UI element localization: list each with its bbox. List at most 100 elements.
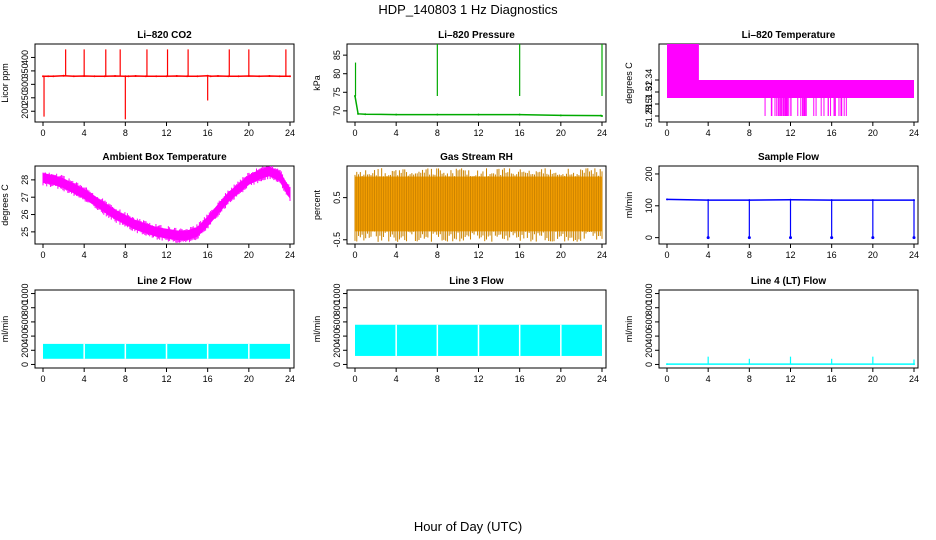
- panel-title: Sample Flow: [758, 152, 819, 163]
- x-tick-label: 12: [161, 128, 171, 138]
- data-point: [666, 363, 668, 366]
- y-tick-label: 400: [644, 329, 654, 344]
- data-point: [436, 113, 439, 116]
- x-tick-label: 12: [785, 250, 795, 260]
- y-tick-label: 100: [644, 198, 654, 213]
- plot-frame: [34, 165, 295, 245]
- x-tick-label: 0: [664, 128, 669, 138]
- panel-3: Li–820 Temperature degrees C 0 4 8 12 16 20 24 51…: [624, 30, 919, 138]
- plot-frame: [34, 43, 295, 123]
- data-point: [268, 75, 271, 78]
- data-band: [667, 80, 914, 98]
- x-tick-label: 16: [827, 374, 837, 384]
- y-tick-label: 600: [644, 314, 654, 329]
- y-axis-label: ml/min: [624, 192, 634, 219]
- y-tick-label: 51.32: [644, 81, 654, 104]
- y-tick-label: 1000: [644, 284, 654, 304]
- y-tick-label: 27: [20, 192, 30, 202]
- x-tick-label: 24: [597, 250, 607, 260]
- x-tick-label: 12: [161, 250, 171, 260]
- x-tick-label: 4: [82, 374, 87, 384]
- data-point: [134, 75, 137, 78]
- data-point: [477, 113, 480, 116]
- data-point: [196, 75, 199, 78]
- data-point: [72, 75, 75, 78]
- x-tick-label: 12: [473, 128, 483, 138]
- x-tick-label: 8: [747, 128, 752, 138]
- y-tick-label: 70: [332, 106, 342, 116]
- x-tick-label: 20: [556, 374, 566, 384]
- x-tick-label: 20: [244, 128, 254, 138]
- data-point: [175, 75, 178, 78]
- dip-point: [747, 236, 751, 240]
- x-tick-label: 12: [161, 374, 171, 384]
- dip-point: [706, 236, 710, 240]
- panel-4: Ambient Box Temperature degrees C 0 4 8 12 16 2…: [0, 152, 295, 260]
- panel-title: Gas Stream RH: [440, 152, 513, 163]
- x-tick-label: 4: [82, 250, 87, 260]
- plot-frame: [346, 289, 607, 369]
- x-tick-label: 8: [123, 374, 128, 384]
- y-tick-label: 800: [332, 300, 342, 315]
- x-tick-label: 0: [664, 250, 669, 260]
- y-tick-label: 0: [20, 362, 30, 367]
- y-tick-label: 200: [644, 166, 654, 181]
- dip-point: [912, 236, 916, 240]
- data-point: [559, 114, 562, 117]
- data-point: [364, 113, 367, 116]
- x-tick-label: 24: [909, 374, 919, 384]
- y-tick-label: 400: [20, 329, 30, 344]
- x-tick-label: 4: [394, 250, 399, 260]
- plot-frame: [34, 289, 295, 369]
- data-point: [666, 198, 668, 201]
- x-tick-label: 8: [435, 128, 440, 138]
- dip-point: [830, 236, 834, 240]
- y-axis-label: percent: [312, 189, 322, 220]
- x-tick-label: 20: [556, 128, 566, 138]
- x-tick-label: 4: [706, 250, 711, 260]
- x-tick-label: 4: [82, 128, 87, 138]
- x-tick-label: 0: [40, 128, 45, 138]
- x-tick-label: 24: [909, 250, 919, 260]
- panel-1: Li–820 CO2 Licor ppm 0 4 8 12 16 20 24 2002503003…: [0, 30, 295, 138]
- x-tick-label: 12: [785, 374, 795, 384]
- data-point: [216, 75, 219, 78]
- y-tick-label: 300: [20, 77, 30, 92]
- x-tick-label: 8: [747, 374, 752, 384]
- y-tick-label: 85: [332, 50, 342, 60]
- series-line: [43, 74, 290, 78]
- y-tick-label: 0.5: [332, 191, 342, 204]
- y-tick-label: 51.34: [644, 69, 654, 92]
- x-tick-label: 24: [285, 128, 295, 138]
- y-axis-label: ml/min: [0, 316, 10, 343]
- data-point: [93, 75, 96, 78]
- y-tick-label: 600: [20, 314, 30, 329]
- figure-xlabel: Hour of Day (UTC): [414, 519, 522, 534]
- data-point: [357, 112, 360, 115]
- x-tick-label: 20: [868, 374, 878, 384]
- x-tick-label: 12: [473, 374, 483, 384]
- x-tick-label: 12: [473, 250, 483, 260]
- burst-upper: [667, 44, 699, 80]
- x-tick-label: 16: [515, 250, 525, 260]
- x-tick-label: 8: [435, 374, 440, 384]
- x-tick-label: 16: [203, 128, 213, 138]
- plot-frame: [658, 289, 919, 369]
- y-tick-label: 75: [332, 87, 342, 97]
- panel-title: Ambient Box Temperature: [102, 152, 227, 163]
- panel-7: Line 2 Flow ml/min 0 4 8 12 16 20 24 0 20040060080…: [0, 276, 295, 384]
- x-tick-label: 8: [435, 250, 440, 260]
- data-point: [206, 74, 209, 77]
- data-point: [155, 75, 158, 78]
- y-tick-label: 200: [644, 343, 654, 358]
- x-tick-label: 0: [664, 374, 669, 384]
- data-point: [209, 75, 212, 78]
- data-point: [289, 75, 291, 78]
- data-point: [518, 113, 521, 116]
- data-point: [395, 113, 398, 116]
- panel-title: Line 4 (LT) Flow: [751, 276, 827, 287]
- x-tick-label: 8: [747, 250, 752, 260]
- y-tick-label: 400: [332, 329, 342, 344]
- data-point: [278, 75, 281, 78]
